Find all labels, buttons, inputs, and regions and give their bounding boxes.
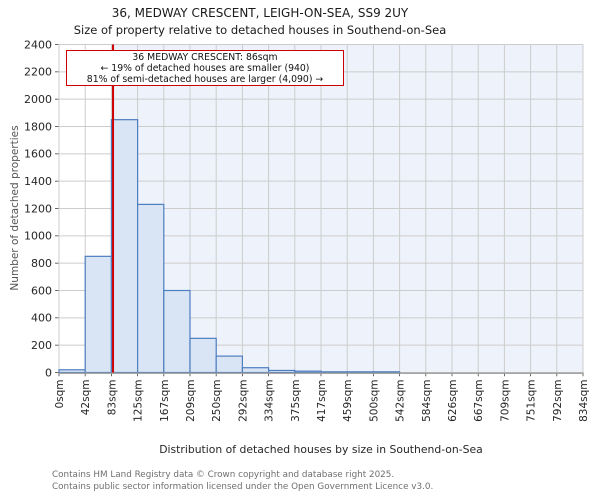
x-tick-label: 626sqm — [447, 380, 459, 422]
y-tick-label: 400 — [31, 312, 52, 325]
histogram-bar — [346, 371, 375, 374]
annotation-box: 36 MEDWAY CRESCENT: 86sqm ← 19% of detac… — [66, 50, 344, 86]
x-tick-label: 500sqm — [368, 380, 380, 422]
x-tick-label: 292sqm — [237, 380, 249, 422]
y-tick-label: 1200 — [24, 202, 52, 215]
license-footer: Contains HM Land Registry data © Crown c… — [52, 470, 433, 493]
histogram-bar — [320, 371, 348, 374]
footer-line-1: Contains HM Land Registry data © Crown c… — [52, 470, 395, 480]
x-tick-label: 42sqm — [80, 380, 92, 416]
histogram-bar — [110, 119, 139, 374]
y-tick-label: 2000 — [24, 93, 52, 106]
annotation-smaller-stat: ← 19% of detached houses are smaller (94… — [100, 63, 310, 74]
y-tick-label: 1000 — [24, 230, 52, 243]
y-tick-label: 0 — [45, 366, 52, 379]
histogram-bar — [163, 289, 191, 374]
chart-title: 36, MEDWAY CRESCENT, LEIGH-ON-SEA, SS9 2… — [111, 6, 409, 20]
x-tick-label: 542sqm — [395, 380, 407, 422]
x-tick-label: 709sqm — [499, 380, 511, 422]
x-tick-label: 459sqm — [342, 380, 354, 422]
histogram-bar — [189, 337, 217, 374]
x-tick-label: 250sqm — [211, 380, 223, 422]
chart-subtitle: Size of property relative to detached ho… — [73, 23, 447, 37]
histogram-bar — [268, 369, 296, 374]
x-tick-label: 834sqm — [578, 380, 590, 422]
histogram-bar — [137, 203, 165, 374]
y-tick-label: 1800 — [24, 120, 52, 133]
x-tick-label: 334sqm — [264, 380, 276, 422]
title-block: 36, MEDWAY CRESCENT, LEIGH-ON-SEA, SS9 2… — [0, 5, 520, 38]
histogram-bar — [58, 369, 86, 374]
histogram-bar — [372, 371, 401, 374]
y-tick-label: 200 — [31, 339, 52, 352]
x-tick-label: 167sqm — [159, 380, 171, 422]
y-tick-label: 1400 — [24, 175, 52, 188]
footer-line-2: Contains public sector information licen… — [52, 481, 434, 492]
x-tick-label: 375sqm — [290, 380, 302, 422]
histogram-bar — [241, 367, 270, 374]
x-tick-label: 792sqm — [552, 380, 564, 422]
y-tick-label: 2400 — [24, 38, 52, 51]
x-tick-label: 125sqm — [133, 380, 145, 422]
annotation-property-size: 36 MEDWAY CRESCENT: 86sqm — [132, 52, 278, 63]
annotation-larger-stat: 81% of semi-detached houses are larger (… — [86, 74, 324, 85]
y-tick-label: 600 — [31, 284, 52, 297]
y-tick-label: 1600 — [24, 148, 52, 161]
x-tick-label: 209sqm — [185, 380, 197, 422]
x-tick-label: 417sqm — [316, 380, 328, 422]
x-axis-title: Distribution of detached houses by size … — [159, 443, 483, 456]
y-axis-title: Number of detached properties — [9, 125, 21, 291]
x-tick-label: 584sqm — [421, 380, 433, 422]
x-tick-label: 0sqm — [54, 380, 66, 409]
x-tick-label: 751sqm — [526, 380, 538, 422]
histogram-bar — [294, 370, 322, 374]
y-tick-label: 2200 — [24, 66, 52, 79]
y-tick-label: 800 — [31, 257, 52, 270]
histogram-bar — [215, 355, 243, 374]
x-tick-label: 667sqm — [473, 380, 485, 422]
histogram-bar — [84, 255, 112, 374]
x-tick-label: 83sqm — [106, 380, 118, 416]
